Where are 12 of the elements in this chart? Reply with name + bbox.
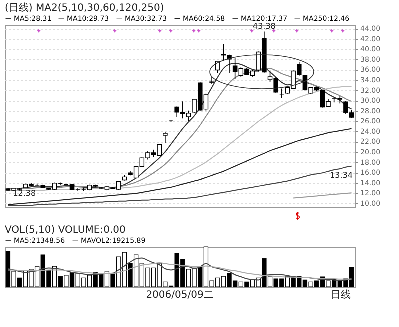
annotation: 13.34 [330,171,353,180]
text: 日线 [331,289,351,301]
chart-title: (日线) MA2(5,10,30,60,120,250) [5,2,164,14]
line-series [8,166,352,206]
annotation: 43.38 [252,22,276,31]
line-series [8,128,352,206]
text: 2006/05/09二 [146,290,214,301]
line-series [8,86,352,192]
candlestick [163,132,168,144]
chart-title: VOL(5,10) VOLUME:0.00 [5,225,126,236]
annotation: 12.38 [13,189,36,198]
candlestick [210,77,214,85]
